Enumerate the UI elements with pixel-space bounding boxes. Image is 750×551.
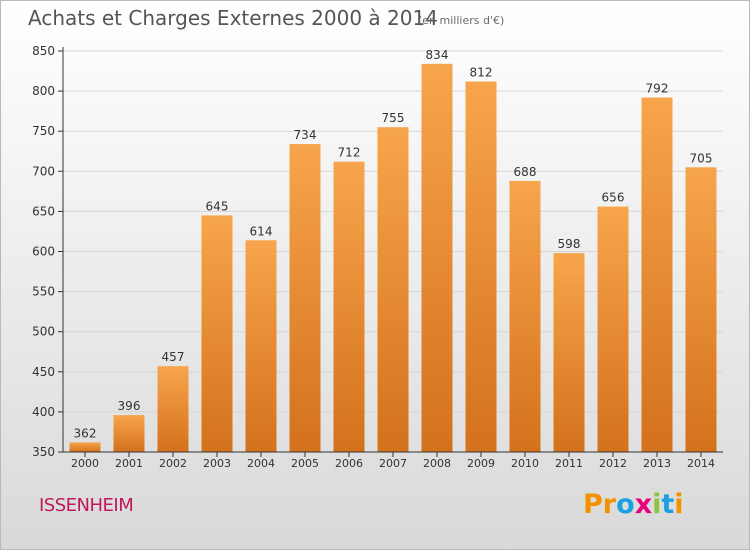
bar-value-label: 598	[558, 237, 581, 251]
chart-unit-note: (en milliers d'€)	[418, 14, 505, 27]
y-tick-label: 800	[32, 84, 55, 98]
place-name: ISSENHEIM	[39, 495, 134, 516]
x-tick-label: 2005	[291, 457, 319, 470]
y-tick-label: 350	[32, 445, 55, 459]
bar[interactable]	[465, 81, 497, 452]
bar-value-label: 656	[602, 191, 625, 205]
bar[interactable]	[289, 144, 321, 453]
bar[interactable]	[553, 253, 585, 452]
bar-value-label: 705	[690, 151, 713, 165]
logo-letter: t	[661, 489, 675, 520]
bar[interactable]	[157, 366, 189, 452]
labels: 350 400 450 500 550 600 650 700 750 800 850 362 2000…	[32, 44, 715, 470]
logo-letter: r	[602, 489, 617, 520]
bar-value-label: 645	[206, 199, 229, 213]
bar[interactable]	[597, 206, 629, 452]
x-tick-label: 2000	[71, 457, 99, 470]
logo-letter: P	[583, 489, 603, 520]
y-tick-label: 650	[32, 204, 55, 218]
bar-value-label: 614	[250, 224, 273, 238]
logo-letter: i	[674, 489, 684, 520]
y-tick-label: 600	[32, 245, 55, 259]
bar[interactable]	[641, 97, 673, 453]
bar-value-label: 812	[470, 65, 493, 79]
bar[interactable]	[333, 161, 365, 452]
chart-title: Achats et Charges Externes 2000 à 2014	[28, 6, 438, 30]
bar-value-label: 457	[162, 350, 185, 364]
bar[interactable]	[201, 215, 233, 452]
bar-value-label: 834	[426, 48, 449, 62]
x-tick-label: 2003	[203, 457, 231, 470]
bar[interactable]	[685, 167, 717, 453]
bar[interactable]	[113, 415, 145, 452]
x-tick-label: 2008	[423, 457, 451, 470]
bar[interactable]	[377, 127, 409, 452]
bar[interactable]	[69, 442, 101, 452]
x-tick-label: 2013	[643, 457, 671, 470]
bar-value-label: 792	[646, 82, 669, 96]
bar[interactable]	[421, 63, 453, 452]
bar-value-label: 688	[514, 165, 537, 179]
logo-letter: o	[616, 489, 635, 520]
y-tick-label: 450	[32, 365, 55, 379]
bar-value-label: 734	[294, 128, 317, 142]
bar[interactable]	[509, 180, 541, 452]
y-tick-label: 500	[32, 325, 55, 339]
y-tick-label: 750	[32, 124, 55, 138]
x-tick-label: 2012	[599, 457, 627, 470]
bar-value-label: 362	[74, 426, 97, 440]
bar[interactable]	[245, 240, 277, 452]
y-tick-label: 400	[32, 405, 55, 419]
x-tick-label: 2010	[511, 457, 539, 470]
logo-letter: x	[634, 489, 653, 520]
x-tick-label: 2014	[687, 457, 715, 470]
bar-value-label: 396	[118, 399, 141, 413]
logo-letter: i	[652, 489, 662, 520]
y-tick-label: 850	[32, 44, 55, 58]
y-tick-label: 700	[32, 164, 55, 178]
x-tick-label: 2011	[555, 457, 583, 470]
bars	[69, 63, 717, 453]
axes	[58, 47, 723, 457]
bar-value-label: 755	[382, 111, 405, 125]
x-tick-label: 2006	[335, 457, 363, 470]
bar-value-label: 712	[338, 146, 361, 160]
x-tick-label: 2009	[467, 457, 495, 470]
x-tick-label: 2004	[247, 457, 275, 470]
y-tick-label: 550	[32, 285, 55, 299]
x-tick-label: 2007	[379, 457, 407, 470]
proxiti-logo[interactable]: Proxiti	[583, 489, 684, 520]
x-tick-label: 2001	[115, 457, 143, 470]
x-tick-label: 2002	[159, 457, 187, 470]
